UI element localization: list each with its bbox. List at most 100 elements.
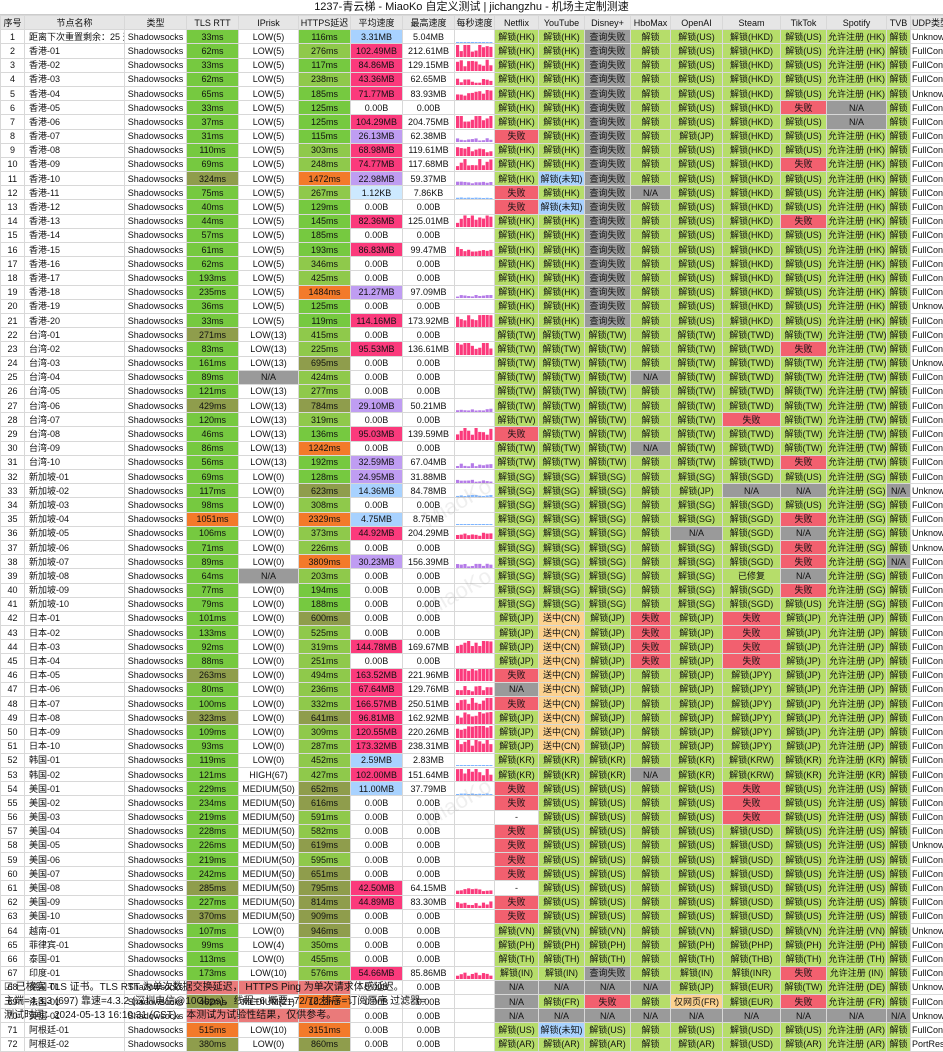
speed-bar xyxy=(489,902,492,909)
speed-bar xyxy=(475,564,478,568)
speed-bar xyxy=(463,793,466,794)
openai-status: 解锁(JP) xyxy=(671,626,723,640)
speed-bar xyxy=(460,42,463,43)
speed-bar xyxy=(489,217,492,227)
hbomax-status: 解锁 xyxy=(631,356,671,370)
steam-status: 解锁(HKD) xyxy=(723,72,781,86)
iprisk: LOW(5) xyxy=(239,299,299,313)
speed-bar xyxy=(463,410,466,412)
openai-status: 解锁(SG) xyxy=(671,597,723,611)
column-header: 序号 xyxy=(1,16,25,30)
row-index: 67 xyxy=(1,966,25,980)
speed-bar xyxy=(460,51,463,57)
tvb-status: 解锁 xyxy=(887,157,911,171)
spotify-status: 允许注册 (SG) xyxy=(827,526,887,540)
speed-bar xyxy=(460,344,463,354)
speed-bar xyxy=(460,645,463,653)
row-index: 65 xyxy=(1,938,25,952)
tls-rtt: 37ms xyxy=(187,115,239,129)
speed-bar xyxy=(478,889,481,894)
netflix-status: 解锁(SG) xyxy=(495,526,539,540)
openai-status: 解锁(US) xyxy=(671,172,723,186)
iprisk: LOW(13) xyxy=(239,399,299,413)
speed-sparkline xyxy=(455,838,495,852)
max-speed: 0.00B xyxy=(403,938,455,952)
hbomax-status: 解锁 xyxy=(631,526,671,540)
youtube-status: 送中(CN) xyxy=(539,725,585,739)
speed-bar xyxy=(486,905,489,908)
row-index: 23 xyxy=(1,342,25,356)
max-speed: 129.15MB xyxy=(403,58,455,72)
max-speed: 50.21MB xyxy=(403,399,455,413)
row-index: 32 xyxy=(1,470,25,484)
speed-bar xyxy=(467,431,470,440)
speed-sparkline xyxy=(455,895,495,909)
netflix-status: 解锁(HK) xyxy=(495,30,539,44)
iprisk: LOW(13) xyxy=(239,384,299,398)
steam-status: 失败 xyxy=(723,640,781,654)
netflix-status: 解锁(PH) xyxy=(495,938,539,952)
tls-rtt: 429ms xyxy=(187,399,239,413)
iprisk: MEDIUM(50) xyxy=(239,824,299,838)
speed-bar xyxy=(467,121,470,127)
spotify-status: 允许注册 (KR) xyxy=(827,767,887,781)
netflix-status: 解锁(HK) xyxy=(495,44,539,58)
speed-bar xyxy=(460,319,463,327)
footer: ☑ 已核实 TLS 证书。TLS RTT 为单次数据交换延迟， HTTPS Pi… xyxy=(0,981,943,1023)
node-name: 香港-07 xyxy=(25,129,125,143)
max-speed: 0.00B xyxy=(403,328,455,342)
disney-status: 解锁(TW) xyxy=(585,441,631,455)
speed-bar xyxy=(467,905,470,908)
node-type: Shadowsocks xyxy=(125,753,187,767)
hbomax-status: 解锁 xyxy=(631,952,671,966)
row-index: 7 xyxy=(1,115,25,129)
openai-status: 解锁(US) xyxy=(671,214,723,228)
disney-status: 查询失败 xyxy=(585,58,631,72)
speed-bar xyxy=(475,51,478,57)
node-name: 美国-04 xyxy=(25,824,125,838)
node-type: Shadowsocks xyxy=(125,72,187,86)
speed-bar xyxy=(475,428,478,440)
tiktok-status: 解锁(US) xyxy=(781,470,827,484)
steam-status: 解锁(TWD) xyxy=(723,342,781,356)
tls-rtt: 193ms xyxy=(187,271,239,285)
youtube-status: 解锁(SG) xyxy=(539,470,585,484)
max-speed: 7.86KB xyxy=(403,186,455,200)
speed-bar xyxy=(467,671,470,681)
speed-sparkline xyxy=(455,342,495,356)
https-latency: 350ms xyxy=(299,938,351,952)
https-latency: 591ms xyxy=(299,810,351,824)
row-index: 63 xyxy=(1,909,25,923)
speed-bar xyxy=(471,152,474,157)
speed-bar xyxy=(482,973,485,979)
speed-bar xyxy=(486,465,489,469)
netflix-status: 解锁(HK) xyxy=(495,299,539,313)
openai-status: 解锁(US) xyxy=(671,200,723,214)
speed-bar xyxy=(482,466,485,469)
steam-status: 失败 xyxy=(723,611,781,625)
node-type: Shadowsocks xyxy=(125,356,187,370)
steam-status: 解锁(JPY) xyxy=(723,711,781,725)
tls-rtt: 61ms xyxy=(187,243,239,257)
steam-status: 解锁(JPY) xyxy=(723,668,781,682)
node-name: 美国-08 xyxy=(25,881,125,895)
udp-type: Unknown xyxy=(911,540,943,554)
openai-status: 解锁(TW) xyxy=(671,441,723,455)
https-latency: 125ms xyxy=(299,101,351,115)
speed-bar xyxy=(482,198,485,199)
tiktok-status: 解锁(US) xyxy=(781,881,827,895)
tvb-status: 解锁 xyxy=(887,200,911,214)
iprisk: LOW(0) xyxy=(239,597,299,611)
netflix-status: 解锁(HK) xyxy=(495,257,539,271)
speed-bar xyxy=(456,466,459,468)
tiktok-status: 解锁(US) xyxy=(781,257,827,271)
tls-rtt: 36ms xyxy=(187,299,239,313)
speed-bar xyxy=(489,315,492,327)
